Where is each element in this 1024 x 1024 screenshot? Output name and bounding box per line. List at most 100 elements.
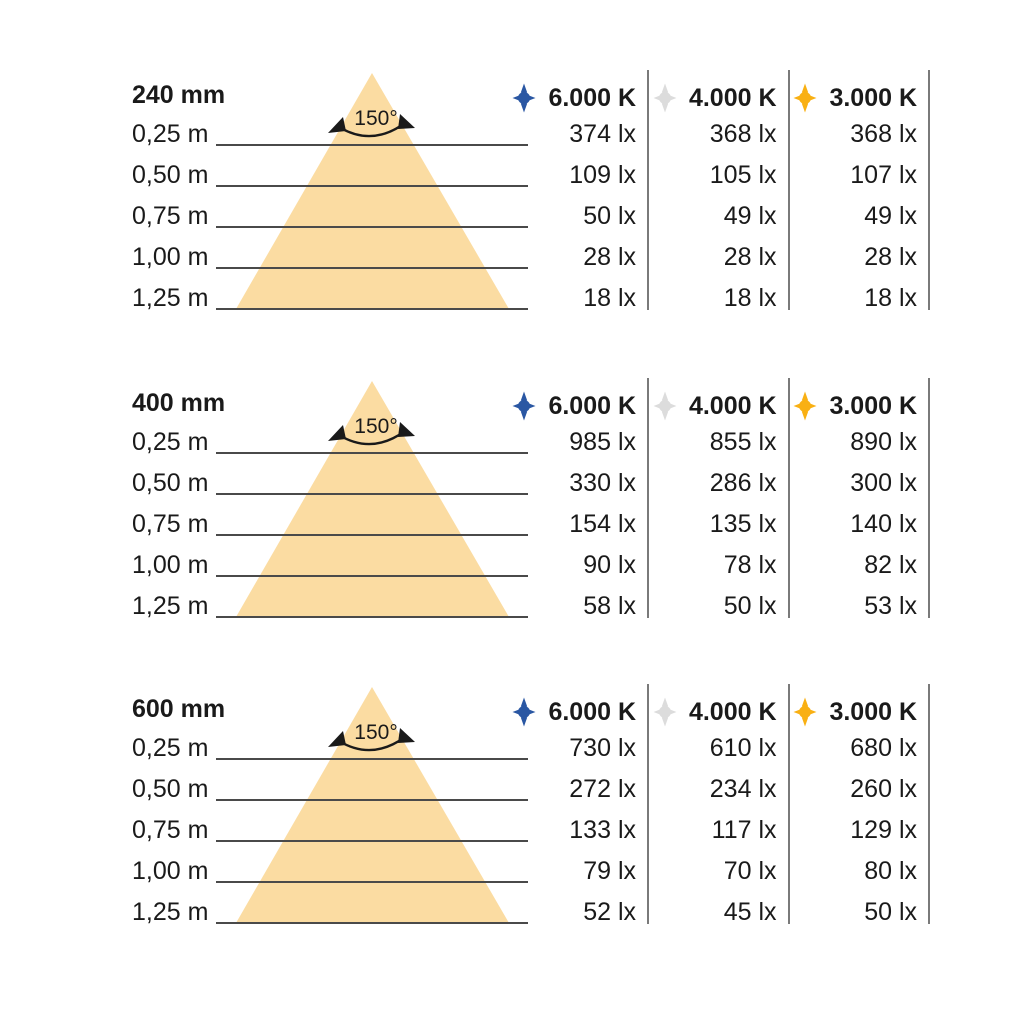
- light-cone-shape: [236, 73, 509, 309]
- column-header-3000K: 3.000 K: [787, 391, 917, 421]
- color-temperature-label: 4.000 K: [688, 697, 777, 726]
- distance-label: 0,25 m: [132, 428, 209, 456]
- lux-value: 129 lx: [850, 816, 917, 844]
- lux-value: 133 lx: [569, 816, 636, 844]
- section-600-mm: 600 mm 150° 0,25 m 0,50 m 0,75 m 1,00 m 1,25…: [0, 684, 1024, 928]
- distance-gridline: [216, 799, 528, 801]
- lux-value: 50 lx: [864, 898, 917, 926]
- color-temperature-label: 3.000 K: [829, 83, 917, 112]
- lux-value: 368 lx: [850, 120, 917, 148]
- color-temperature-label: 4.000 K: [688, 83, 777, 112]
- beam-angle-label: 150°: [354, 721, 398, 744]
- lux-value: 52 lx: [583, 898, 636, 926]
- column-header-6000K: 6.000 K: [506, 697, 636, 727]
- column-divider: [928, 70, 930, 310]
- lux-value: 286 lx: [709, 469, 777, 497]
- column-header-4000K: 4.000 K: [647, 83, 777, 113]
- lux-value: 53 lx: [864, 592, 917, 620]
- lux-value: 374 lx: [569, 120, 636, 148]
- distance-gridline: [216, 308, 528, 310]
- lux-value: 49 lx: [723, 202, 777, 230]
- lux-value: 78 lx: [723, 551, 777, 579]
- section-400-mm: 400 mm 150° 0,25 m 0,50 m 0,75 m 1,00 m 1,25…: [0, 378, 1024, 622]
- lux-value: 105 lx: [709, 161, 777, 189]
- distance-gridline: [216, 267, 528, 269]
- column-divider: [787, 684, 790, 924]
- distance-label: 1,25 m: [132, 898, 209, 926]
- lux-value: 154 lx: [569, 510, 636, 538]
- distance-label: 0,50 m: [132, 469, 209, 497]
- lux-value: 45 lx: [723, 898, 777, 926]
- distance-label: 0,75 m: [132, 510, 209, 538]
- light-source-icon: [653, 697, 676, 727]
- column-header-4000K: 4.000 K: [647, 391, 777, 421]
- lux-value: 82 lx: [864, 551, 917, 579]
- light-source-icon: [512, 391, 536, 421]
- column-header-6000K: 6.000 K: [506, 83, 636, 113]
- lux-value: 730 lx: [569, 734, 636, 762]
- lux-value: 107 lx: [850, 161, 917, 189]
- lux-value: 79 lx: [583, 857, 636, 885]
- distance-gridline: [216, 534, 528, 536]
- lux-value: 855 lx: [709, 428, 777, 456]
- column-header-3000K: 3.000 K: [787, 697, 917, 727]
- color-temperature-label: 6.000 K: [548, 697, 636, 726]
- column-divider: [647, 684, 649, 924]
- distance-label: 0,50 m: [132, 161, 209, 189]
- distance-label: 0,75 m: [132, 816, 209, 844]
- distance-label: 1,00 m: [132, 243, 209, 271]
- color-temperature-label: 6.000 K: [548, 83, 636, 112]
- distance-gridline: [216, 616, 528, 618]
- lux-value: 300 lx: [850, 469, 917, 497]
- column-divider: [928, 684, 930, 924]
- distance-label: 0,50 m: [132, 775, 209, 803]
- light-cone-shape: [236, 687, 509, 923]
- beam-angle-label: 150°: [354, 107, 398, 130]
- light-source-icon: [793, 391, 817, 421]
- light-source-icon: [793, 697, 817, 727]
- distance-gridline: [216, 452, 528, 454]
- light-cone-diagram: [236, 381, 509, 617]
- beam-angle-arrow-right-icon: [398, 422, 415, 437]
- color-temperature-label: 4.000 K: [688, 391, 777, 420]
- beam-angle-arrow-right-icon: [398, 114, 415, 129]
- beam-angle-arrow-right-icon: [398, 728, 415, 743]
- distance-label: 1,00 m: [132, 857, 209, 885]
- light-source-icon: [653, 391, 676, 421]
- lux-value: 140 lx: [850, 510, 917, 538]
- lux-value: 50 lx: [723, 592, 777, 620]
- distance-gridline: [216, 144, 528, 146]
- beam-angle-arrow-left-icon: [328, 425, 346, 441]
- color-temperature-label: 3.000 K: [829, 391, 917, 420]
- column-header-3000K: 3.000 K: [787, 83, 917, 113]
- column-divider: [928, 378, 930, 618]
- lux-value: 272 lx: [569, 775, 636, 803]
- lux-value: 28 lx: [864, 243, 917, 271]
- distance-label: 1,00 m: [132, 551, 209, 579]
- color-temperature-label: 3.000 K: [829, 697, 917, 726]
- light-source-icon: [512, 83, 536, 113]
- section-title: 400 mm: [132, 389, 226, 417]
- lux-value: 80 lx: [864, 857, 917, 885]
- distance-gridline: [216, 226, 528, 228]
- lux-value: 610 lx: [709, 734, 777, 762]
- distance-gridline: [216, 758, 528, 760]
- lux-value: 18 lx: [723, 284, 777, 312]
- lux-value: 49 lx: [864, 202, 917, 230]
- section-title: 600 mm: [132, 695, 226, 723]
- column-divider: [787, 70, 790, 310]
- lux-value: 18 lx: [583, 284, 636, 312]
- lux-value: 28 lx: [583, 243, 636, 271]
- distance-gridline: [216, 840, 528, 842]
- lux-value: 18 lx: [864, 284, 917, 312]
- light-source-icon: [512, 697, 536, 727]
- distance-gridline: [216, 185, 528, 187]
- beam-angle-label: 150°: [354, 415, 398, 438]
- section-240-mm: 240 mm 150° 0,25 m 0,50 m 0,75 m 1,00 m 1,25…: [0, 70, 1024, 314]
- column-divider: [647, 378, 649, 618]
- lux-value: 890 lx: [850, 428, 917, 456]
- lux-value: 985 lx: [569, 428, 636, 456]
- distance-label: 1,25 m: [132, 284, 209, 312]
- section-title: 240 mm: [132, 81, 226, 109]
